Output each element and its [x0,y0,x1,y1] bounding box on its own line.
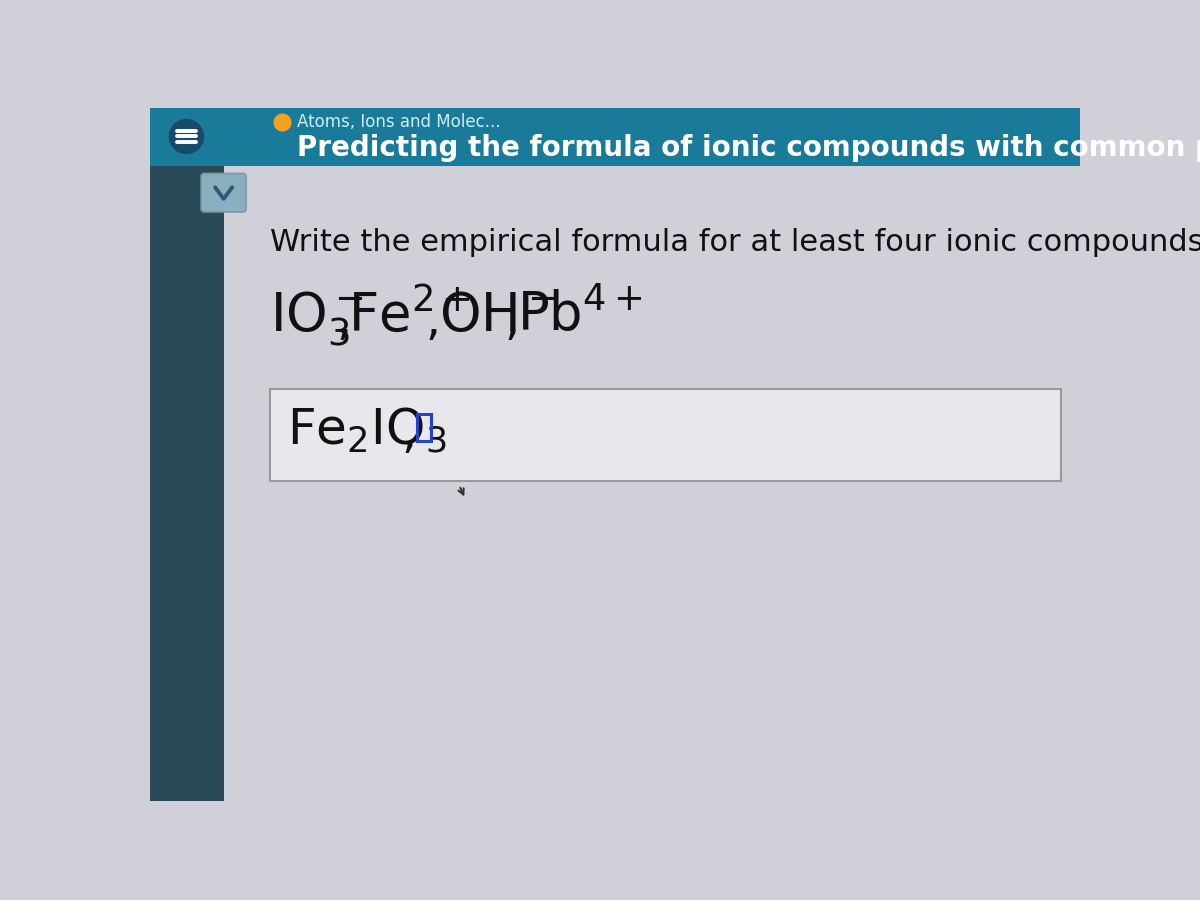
Text: Atoms, Ions and Molec...: Atoms, Ions and Molec... [298,112,500,130]
FancyBboxPatch shape [202,174,246,212]
Text: $\mathdefault{Fe}_2\mathdefault{IO}_3$: $\mathdefault{Fe}_2\mathdefault{IO}_3$ [287,406,446,455]
Text: Predicting the formula of ionic compounds with common polyatomic: Predicting the formula of ionic compound… [298,134,1200,162]
Text: $\mathdefault{Pb}^{4+}$: $\mathdefault{Pb}^{4+}$ [516,290,642,342]
Text: ,: , [336,301,352,345]
Text: ,: , [504,301,520,345]
FancyBboxPatch shape [150,108,223,801]
Text: Write the empirical formula for at least four ionic compounds th: Write the empirical formula for at least… [270,229,1200,257]
Text: ,: , [425,301,440,345]
Text: $\mathdefault{IO}_3^-$: $\mathdefault{IO}_3^-$ [270,290,364,348]
FancyBboxPatch shape [270,389,1061,482]
Circle shape [169,120,204,153]
FancyBboxPatch shape [150,108,1080,166]
Text: ,: , [402,412,416,457]
Text: $\mathdefault{Fe}^{2+}$: $\mathdefault{Fe}^{2+}$ [348,290,470,342]
Text: $\mathdefault{OH}^-$: $\mathdefault{OH}^-$ [439,291,557,342]
